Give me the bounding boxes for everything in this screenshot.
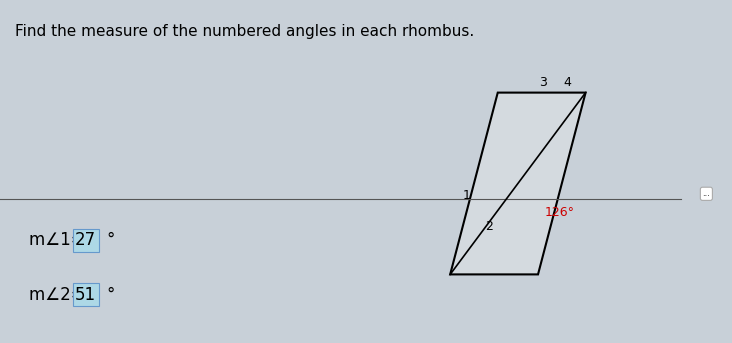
Polygon shape (450, 93, 586, 274)
Text: 51: 51 (75, 286, 96, 304)
Text: ...: ... (703, 189, 710, 198)
Text: Find the measure of the numbered angles in each rhombus.: Find the measure of the numbered angles … (15, 24, 474, 39)
Text: m∠2=: m∠2= (29, 286, 90, 304)
Text: 126°: 126° (545, 206, 575, 219)
Text: 4: 4 (564, 76, 571, 89)
Text: 1: 1 (463, 189, 471, 202)
Text: m∠1=: m∠1= (29, 231, 90, 249)
Text: 3: 3 (539, 76, 547, 89)
Text: 2: 2 (485, 220, 493, 233)
Text: °: ° (106, 231, 115, 249)
Text: 27: 27 (75, 231, 96, 249)
Text: °: ° (106, 286, 115, 304)
